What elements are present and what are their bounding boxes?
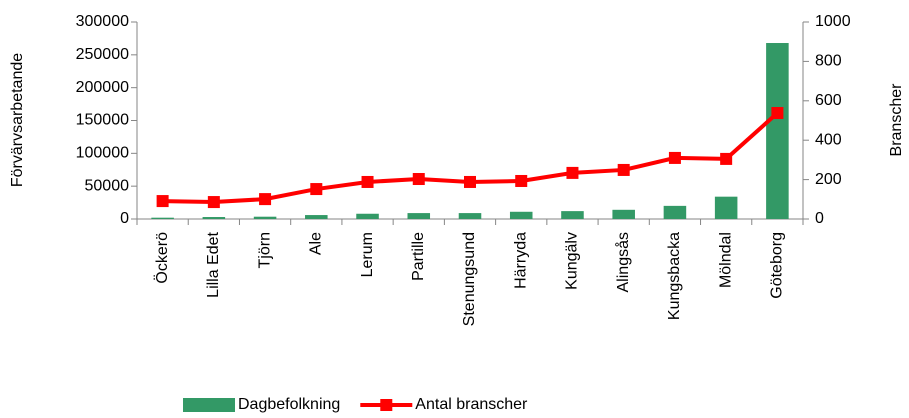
y2-tick-label: 1000 [815, 13, 851, 30]
bar [253, 216, 277, 219]
y2-axis-title: Branscher [888, 83, 905, 157]
x-tick-label: Partille [410, 232, 427, 281]
bar [509, 211, 533, 219]
y2-tick-label: 800 [815, 53, 842, 70]
marker [617, 163, 630, 176]
marker [156, 195, 169, 208]
y-tick-label: 250000 [76, 46, 129, 63]
marker [310, 183, 323, 196]
y2-tick-label: 0 [815, 210, 824, 227]
y-tick-label: 200000 [76, 79, 129, 96]
x-tick-label: Stenungsund [461, 232, 478, 326]
bar [458, 213, 482, 219]
y-tick-label: 300000 [76, 13, 129, 30]
y-tick-label: 0 [120, 210, 129, 227]
marker [259, 193, 272, 206]
x-tick-label: Mölndal [717, 232, 734, 288]
y-tick-label: 100000 [76, 145, 129, 162]
marker [207, 196, 220, 209]
x-tick-label: Kungälv [564, 232, 581, 290]
marker [361, 175, 374, 188]
legend-swatch [183, 398, 235, 412]
line [162, 111, 779, 205]
bar [407, 213, 431, 219]
x-tick-label: Öckerö [153, 232, 171, 284]
legend-marker [380, 399, 393, 411]
bar [356, 213, 379, 219]
bar [714, 196, 738, 219]
marker [771, 107, 784, 120]
marker [668, 151, 681, 164]
y-tick-label: 150000 [76, 112, 129, 129]
legend-label: Antal branscher [415, 396, 528, 413]
bar [561, 211, 584, 219]
x-tick-label: Ale [308, 232, 325, 255]
bar [202, 217, 226, 219]
x-tick-label: Tjörn [256, 232, 273, 268]
marker [412, 173, 425, 186]
x-tick-label: Härryda [512, 232, 529, 289]
x-tick-label: Kungsbacka [666, 232, 683, 320]
y-tick-label: 50000 [85, 177, 130, 194]
bar [612, 209, 635, 219]
bar [663, 205, 687, 219]
legend-label: Dagbefolkning [238, 396, 340, 413]
bar [151, 217, 174, 219]
marker [720, 152, 733, 165]
y-axis-title: Förvärvsarbetande [9, 53, 26, 187]
marker [566, 166, 579, 179]
y2-tick-label: 600 [815, 92, 842, 109]
x-tick-label: Alingsås [614, 232, 632, 292]
x-tick-label: Lilla Edet [205, 231, 222, 297]
bar [766, 43, 789, 219]
y2-tick-label: 200 [815, 171, 842, 188]
marker [515, 174, 528, 187]
x-tick-label: Göteborg [769, 232, 786, 299]
y2-tick-label: 400 [815, 131, 842, 148]
x-tick-label: Lerum [359, 232, 376, 277]
marker [464, 175, 476, 188]
bar [305, 215, 328, 219]
